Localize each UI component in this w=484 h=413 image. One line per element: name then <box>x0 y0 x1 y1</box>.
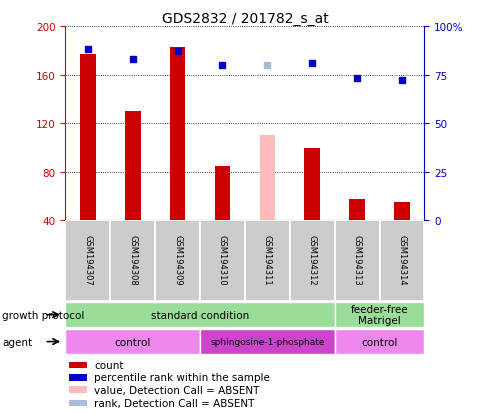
Text: value, Detection Call = ABSENT: value, Detection Call = ABSENT <box>94 385 259 395</box>
Bar <box>334 302 424 328</box>
Bar <box>69 400 87 406</box>
Title: GDS2832 / 201782_s_at: GDS2832 / 201782_s_at <box>161 12 328 26</box>
Bar <box>334 329 424 354</box>
Bar <box>65 329 199 354</box>
Text: growth protocol: growth protocol <box>2 310 85 320</box>
Text: GSM194311: GSM194311 <box>262 234 272 285</box>
Bar <box>155 221 200 301</box>
Text: feeder-free
Matrigel: feeder-free Matrigel <box>350 304 408 326</box>
Bar <box>393 203 409 221</box>
Bar <box>304 148 319 221</box>
Bar <box>80 55 95 221</box>
Bar <box>244 221 289 301</box>
Bar <box>65 221 110 301</box>
Bar <box>169 47 185 221</box>
Text: GSM194313: GSM194313 <box>352 234 361 285</box>
Text: control: control <box>361 337 397 347</box>
Bar <box>200 329 334 354</box>
Text: GSM194307: GSM194307 <box>83 234 92 285</box>
Bar <box>334 221 378 301</box>
Text: sphingosine-1-phosphate: sphingosine-1-phosphate <box>210 337 324 346</box>
Text: GSM194312: GSM194312 <box>307 234 316 285</box>
Bar <box>125 112 140 221</box>
Bar <box>289 221 334 301</box>
Bar <box>200 221 244 301</box>
Text: standard condition: standard condition <box>151 310 249 320</box>
Bar <box>378 221 424 301</box>
Text: control: control <box>114 337 151 347</box>
Text: agent: agent <box>2 337 32 347</box>
Text: GSM194308: GSM194308 <box>128 234 137 285</box>
Bar <box>69 387 87 393</box>
Bar <box>65 302 334 328</box>
Text: GSM194310: GSM194310 <box>217 234 227 285</box>
Bar <box>348 199 364 221</box>
Text: percentile rank within the sample: percentile rank within the sample <box>94 373 270 382</box>
Text: GSM194309: GSM194309 <box>173 234 182 285</box>
Bar <box>69 362 87 368</box>
Bar <box>259 136 274 221</box>
Bar <box>69 374 87 381</box>
Bar <box>214 166 230 221</box>
Text: GSM194314: GSM194314 <box>396 234 406 285</box>
Text: rank, Detection Call = ABSENT: rank, Detection Call = ABSENT <box>94 398 254 408</box>
Text: count: count <box>94 360 123 370</box>
Bar <box>110 221 155 301</box>
